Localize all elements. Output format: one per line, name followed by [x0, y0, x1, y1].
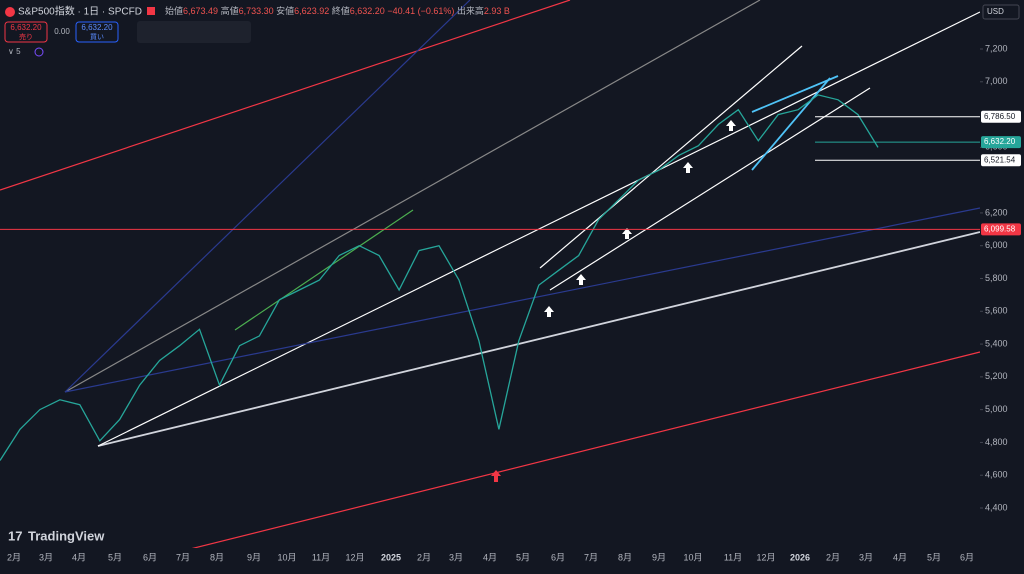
price-badge-label: 6,786.50: [984, 112, 1016, 121]
y-tick-label: 5,600: [985, 306, 1008, 316]
buy-label: 買い: [90, 33, 104, 41]
y-tick-label: 7,000: [985, 76, 1008, 86]
x-tick-label: 3月: [449, 552, 463, 562]
label: 出来高: [457, 5, 484, 16]
price-badge: [981, 154, 1021, 167]
time-axis: [0, 548, 1024, 569]
x-tick-label: 11月: [312, 552, 330, 562]
x-tick-label: 5月: [516, 552, 530, 562]
y-tick-label: 5,400: [985, 338, 1008, 348]
value: 6,673.49: [183, 6, 218, 16]
price-badge: [981, 110, 1021, 123]
buy-button[interactable]: [75, 21, 119, 43]
x-tick-label: 8月: [618, 552, 632, 562]
value: 2.93 B: [484, 6, 510, 16]
ohlc: 始値6,673.49 高値6,733.30 安値6,623.92 終値6,632…: [165, 5, 510, 16]
x-tick-label: 12月: [756, 552, 775, 562]
y-tick-label: 4,800: [985, 437, 1008, 447]
x-tick-label: 3月: [39, 552, 53, 562]
x-tick-label: 10月: [277, 552, 296, 562]
sell-price: 6,632.20: [10, 23, 42, 32]
label: 始値: [165, 5, 183, 16]
label: 高値: [221, 5, 239, 16]
x-tick-label: 4月: [483, 552, 497, 562]
price-line: [0, 94, 879, 461]
x-tick-label: 3月: [859, 552, 873, 562]
sell-button[interactable]: [4, 21, 48, 43]
indicator-icon[interactable]: [34, 47, 44, 57]
x-tick-label: 12月: [345, 552, 364, 562]
value: −40.41 (−0.61%): [387, 6, 454, 16]
x-tick-label: 10月: [683, 552, 702, 562]
x-tick-label: 2月: [826, 552, 840, 562]
drawing-toolbar[interactable]: [137, 21, 251, 43]
value: 6,632.20: [350, 6, 385, 16]
symbol: S&P500指数 · 1日 · SPCFD: [18, 5, 142, 18]
y-tick-label: 7,200: [985, 43, 1008, 53]
price-badge-label: 6,099.58: [984, 224, 1016, 233]
label: 終値: [332, 5, 350, 16]
x-tick-label: 6月: [960, 552, 974, 562]
y-tick-label: 5,200: [985, 371, 1008, 381]
value: 6,623.92: [294, 6, 329, 16]
spread: 0.00: [54, 27, 70, 36]
x-tick-label: 2月: [417, 552, 431, 562]
price-badge-label: 6,521.54: [984, 155, 1016, 164]
header: S&P500指数 · 1日 · SPCFD 始値6,673.49 高値6,733…: [4, 4, 1020, 543]
sell-label: 売り: [19, 32, 33, 41]
x-tick-label: 5月: [108, 552, 122, 562]
arrows: [491, 120, 736, 482]
x-tick-label: 6月: [551, 552, 565, 562]
logo: TradingView: [28, 528, 105, 543]
label: 安値: [276, 5, 294, 16]
price-badge: [981, 223, 1021, 236]
x-tick-label: 7月: [176, 552, 190, 562]
x-tick-label: 5月: [927, 552, 941, 562]
y-tick-label: 4,400: [985, 502, 1008, 512]
x-tick-label: 11月: [724, 552, 742, 562]
value: 6,733.30: [239, 6, 274, 16]
logo-mark: 17: [8, 528, 22, 543]
x-tick-label: 7月: [584, 552, 598, 562]
indicator: ∨ 5: [8, 47, 21, 56]
indicator-value: 5: [16, 47, 21, 56]
y-tick-label: 5,000: [985, 404, 1008, 414]
x-tick-label: 9月: [652, 552, 666, 562]
buy-price: 6,632.20: [81, 23, 113, 32]
x-tick-label: 2026: [790, 552, 810, 562]
price-badge: [981, 136, 1021, 149]
trend-lines: [0, 0, 981, 570]
y-tick-label: 6,000: [985, 240, 1008, 250]
y-tick-label: 4,600: [985, 470, 1008, 480]
x-tick-label: 4月: [893, 552, 907, 562]
currency: USD: [987, 7, 1004, 16]
price-badge-label: 6,632.20: [984, 137, 1016, 146]
y-tick-label: 6,200: [985, 207, 1008, 217]
price-axis: [980, 0, 1024, 569]
currency-button[interactable]: [982, 4, 1020, 20]
x-tick-label: 4月: [72, 552, 86, 562]
x-tick-label: 8月: [210, 552, 224, 562]
x-tick-label: 6月: [143, 552, 157, 562]
y-tick-label: 5,800: [985, 273, 1008, 283]
x-tick-label: 2月: [7, 552, 21, 562]
x-tick-label: 9月: [247, 552, 261, 562]
x-tick-label: 2025: [381, 552, 401, 562]
